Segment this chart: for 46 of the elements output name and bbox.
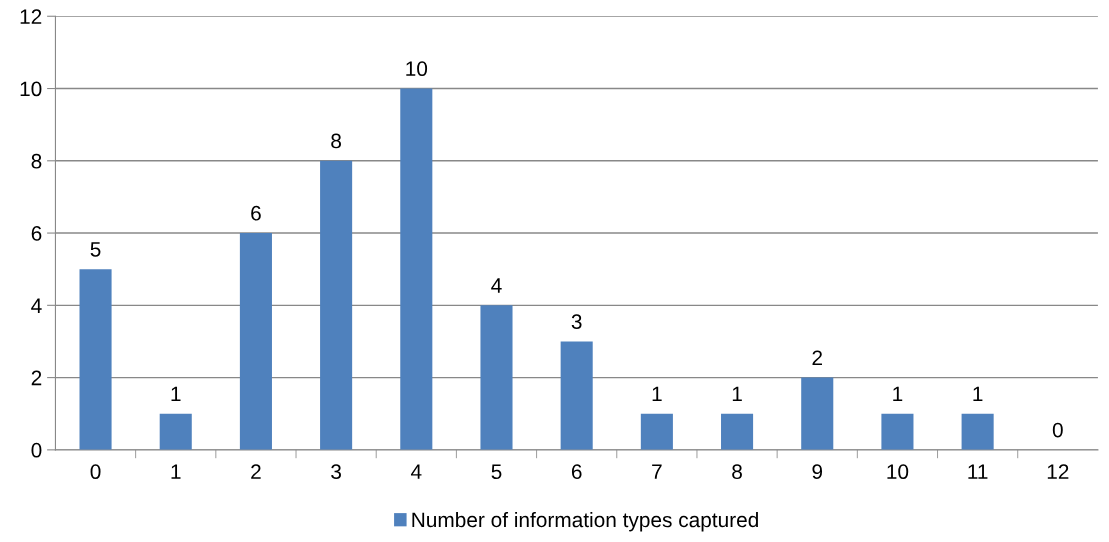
- x-tick-label: 12: [1047, 464, 1069, 479]
- data-label: 1: [973, 386, 983, 402]
- x-tick-label: 6: [571, 464, 582, 480]
- data-label: 6: [251, 205, 261, 221]
- x-tick-label: 11: [968, 464, 988, 479]
- bar: [961, 413, 994, 450]
- bar: [560, 341, 593, 450]
- data-label: 1: [893, 386, 903, 402]
- x-tick-label: 8: [732, 464, 742, 480]
- bar: [480, 305, 513, 450]
- data-label: 1: [171, 386, 181, 402]
- bar: [239, 233, 272, 450]
- data-label: 10: [406, 61, 428, 77]
- data-label: 2: [812, 350, 822, 365]
- y-tick-label: 4: [31, 298, 42, 313]
- data-label: 3: [571, 314, 582, 330]
- bar: [79, 269, 112, 450]
- data-label: 1: [652, 386, 662, 402]
- legend-label: Number of information types captured: [412, 511, 758, 532]
- bar: [881, 413, 914, 450]
- y-tick-label: 10: [20, 81, 42, 97]
- x-tick-label: 2: [251, 464, 261, 479]
- y-tick-label: 2: [31, 370, 42, 386]
- bar: [801, 377, 834, 450]
- bar: [159, 413, 192, 450]
- x-tick-label: 1: [171, 464, 181, 479]
- y-tick-label: 6: [31, 226, 42, 241]
- data-label: 1: [732, 386, 742, 402]
- x-tick-label: 4: [410, 464, 422, 479]
- x-tick-label: 9: [812, 464, 823, 480]
- y-tick-label: 12: [20, 9, 42, 24]
- x-tick-label: 7: [652, 464, 662, 479]
- data-label: 0: [1052, 422, 1063, 438]
- x-tick-label: 10: [887, 464, 909, 480]
- bar: [400, 88, 433, 450]
- x-tick-label: 5: [491, 464, 502, 480]
- bar: [640, 413, 673, 450]
- x-tick-label: 3: [331, 464, 341, 480]
- bar: [721, 413, 754, 450]
- data-label: 5: [90, 242, 101, 257]
- bar: [320, 160, 353, 450]
- data-label: 8: [331, 133, 341, 149]
- y-tick-label: 0: [31, 442, 42, 458]
- y-tick-label: 8: [31, 153, 42, 169]
- x-tick-label: 0: [90, 464, 101, 480]
- data-label: 4: [491, 278, 502, 293]
